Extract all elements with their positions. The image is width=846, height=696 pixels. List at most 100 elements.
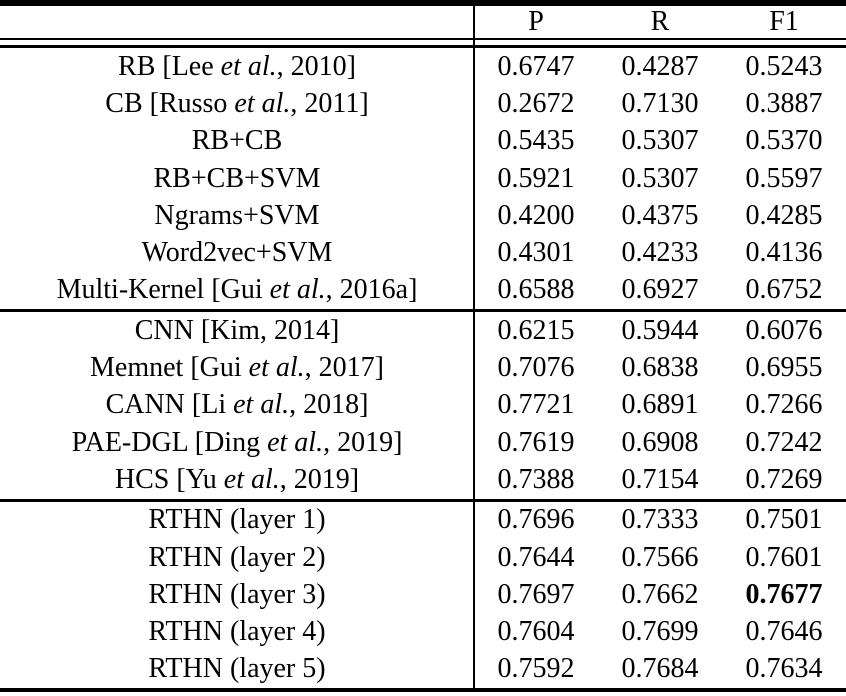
method-label-text: Word2vec+SVM	[141, 237, 333, 269]
method-label-text: PAE-DGL [Ding	[71, 426, 268, 458]
metric-value-r: 0.7684	[621, 653, 699, 685]
table-body: RB [Lee et al., 2010] 0.6747 0.4287 0.5243 C…	[0, 48, 846, 688]
table-row: CB [Russo et al., 2011] 0.2672 0.7130 0.388…	[0, 85, 846, 122]
table-row: HCS [Yu et al., 2019] 0.7388 0.7154 0.7269	[0, 461, 846, 498]
metric-value-p: 0.7076	[497, 352, 575, 384]
method-label: CB [Russo et al., 2011]	[0, 87, 474, 119]
metric-value-f1: 0.6076	[745, 314, 823, 346]
table-row: PAE-DGL [Ding et al., 2019] 0.7619 0.6908 0…	[0, 424, 846, 461]
table-row: RTHN (layer 1) 0.7696 0.7333 0.7501	[0, 502, 846, 539]
method-label-text: RTHN (layer 3)	[148, 578, 326, 610]
method-label-text: RTHN (layer 5)	[148, 653, 326, 685]
metric-value-r: 0.5944	[621, 314, 699, 346]
method-label: Ngrams+SVM	[0, 199, 474, 231]
metric-value-r: 0.7662	[621, 578, 699, 610]
method-label: PAE-DGL [Ding et al., 2019]	[0, 426, 474, 458]
column-header-recall: R	[650, 6, 670, 37]
method-label-text: Memnet [Gui	[90, 352, 249, 384]
metric-value-p: 0.7644	[497, 541, 575, 573]
metric-value-r: 0.6838	[621, 352, 699, 384]
metric-value-r: 0.4233	[621, 237, 699, 269]
et-al-italic: et al.	[220, 50, 277, 82]
method-label-text: Multi-Kernel [Gui	[56, 274, 270, 306]
method-label: CNN [Kim, 2014]	[0, 316, 474, 345]
column-header-f1: F1	[769, 6, 799, 37]
method-label-text: RTHN (layer 4)	[148, 616, 326, 648]
method-label-text: CANN [Li	[105, 389, 234, 421]
method-label-text: Ngrams+SVM	[154, 199, 320, 231]
metric-value-r: 0.7130	[621, 87, 699, 119]
method-label-text: RB [Lee	[118, 50, 221, 82]
table-group: RTHN (layer 1) 0.7696 0.7333 0.7501 RTHN (la…	[0, 498, 846, 688]
table-row: CANN [Li et al., 2018] 0.7721 0.6891 0.7266	[0, 387, 846, 424]
method-label-text: , 2017]	[304, 352, 384, 384]
metric-value-f1: 0.3887	[745, 87, 823, 119]
method-label-text: , 2016a]	[325, 274, 418, 306]
table-group: RB [Lee et al., 2010] 0.6747 0.4287 0.5243 C…	[0, 48, 846, 309]
et-al-italic: et al.	[269, 274, 326, 306]
metric-value-r: 0.5307	[621, 125, 699, 157]
method-label-text: , 2011]	[290, 87, 369, 119]
metric-value-f1: 0.5597	[745, 162, 823, 194]
method-label: RB+CB+SVM	[0, 162, 474, 194]
table-row: RB+CB+SVM 0.5921 0.5307 0.5597	[0, 160, 846, 197]
metric-value-f1: 0.7269	[745, 463, 823, 495]
metric-value-f1: 0.7646	[745, 616, 823, 648]
table-row: Ngrams+SVM 0.4200 0.4375 0.4285	[0, 197, 846, 234]
metric-value-p: 0.7592	[497, 653, 575, 685]
method-label-text: RB+CB+SVM	[153, 162, 321, 194]
metric-value-r: 0.7154	[621, 463, 699, 495]
table-row: RB+CB 0.5435 0.5307 0.5370	[0, 123, 846, 160]
metric-value-r: 0.6908	[621, 426, 699, 458]
table-header-row: P R F1	[0, 6, 846, 38]
metric-value-f1: 0.6752	[745, 274, 823, 306]
metric-value-r: 0.7333	[621, 504, 699, 536]
method-label: RB [Lee et al., 2010]	[0, 50, 474, 82]
metric-value-f1: 0.7501	[745, 504, 823, 536]
header-double-rule	[0, 38, 846, 48]
metric-value-p: 0.7696	[497, 504, 575, 536]
table-row: Memnet [Gui et al., 2017] 0.7076 0.6838 0.6…	[0, 349, 846, 386]
table-row: Word2vec+SVM 0.4301 0.4233 0.4136	[0, 234, 846, 271]
metric-value-p: 0.7697	[497, 578, 575, 610]
metric-value-p: 0.6588	[497, 274, 575, 306]
column-divider	[473, 0, 475, 692]
table-row: Multi-Kernel [Gui et al., 2016a] 0.6588 0.…	[0, 272, 846, 309]
method-label-text: , 2019]	[279, 463, 360, 495]
metric-value-r: 0.6927	[621, 274, 699, 306]
metric-value-p: 0.7388	[497, 463, 575, 495]
method-label: HCS [Yu et al., 2019]	[0, 463, 474, 495]
column-header-precision: P	[528, 6, 544, 37]
metric-value-f1: 0.4136	[745, 237, 823, 269]
et-al-italic: et al.	[267, 426, 324, 458]
method-label: CANN [Li et al., 2018]	[0, 391, 474, 419]
et-al-italic: et al.	[234, 87, 291, 119]
metric-value-f1: 0.7677	[745, 578, 823, 610]
et-al-italic: et al.	[248, 352, 305, 384]
method-label-text: RTHN (layer 1)	[148, 504, 326, 536]
metric-value-p: 0.2672	[497, 87, 575, 119]
method-label-text: HCS [Yu	[114, 463, 224, 495]
method-label: RTHN (layer 2)	[0, 543, 474, 572]
method-label-text: RB+CB	[191, 125, 283, 157]
metric-value-p: 0.5435	[497, 125, 575, 157]
metric-value-r: 0.4375	[621, 199, 699, 231]
metric-value-f1: 0.7242	[745, 426, 823, 458]
metric-value-p: 0.4301	[497, 237, 575, 269]
table-row: RB [Lee et al., 2010] 0.6747 0.4287 0.5243	[0, 48, 846, 85]
method-label-text: CB [Russo	[105, 87, 235, 119]
metric-value-f1: 0.7634	[745, 653, 823, 685]
method-label: Multi-Kernel [Gui et al., 2016a]	[0, 276, 474, 304]
metric-value-p: 0.6215	[497, 314, 575, 346]
metric-value-r: 0.7566	[621, 541, 699, 573]
metric-value-r: 0.5307	[621, 162, 699, 194]
metric-value-f1: 0.5370	[745, 125, 823, 157]
table-top-rule	[0, 0, 846, 6]
metric-value-f1: 0.5243	[745, 50, 823, 82]
et-al-italic: et al.	[233, 389, 290, 421]
metric-value-p: 0.7721	[497, 389, 575, 421]
method-label: Word2vec+SVM	[0, 239, 474, 267]
method-label: RTHN (layer 4)	[0, 618, 474, 646]
method-label-text: , 2018]	[289, 389, 369, 421]
